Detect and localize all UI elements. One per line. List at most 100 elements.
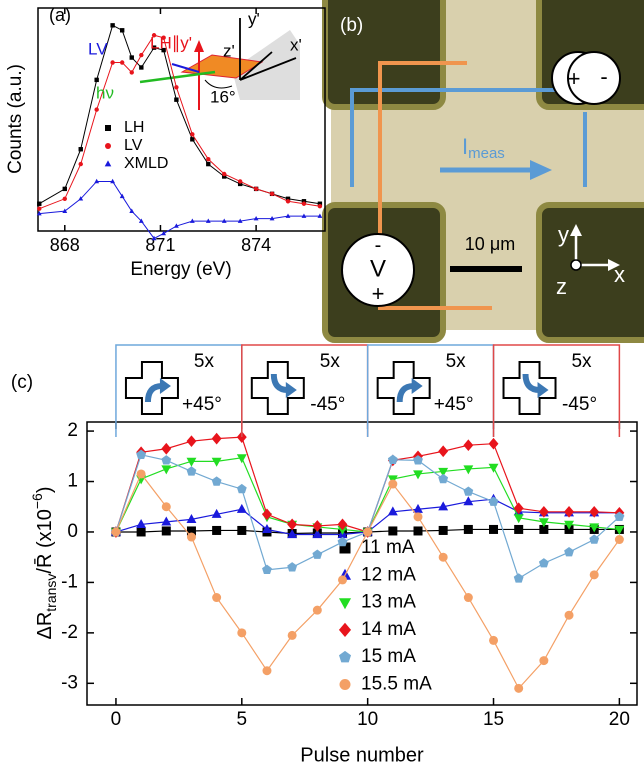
marker [222,174,227,179]
marker [337,536,348,547]
arrow-head [194,40,204,52]
x-tick-label: 868 [50,235,80,255]
frame-axes [239,18,297,81]
legend-label: LV [124,137,143,154]
marker [413,512,423,522]
marker [438,525,448,535]
marker [237,628,247,638]
marker [190,132,195,137]
marker [538,518,549,528]
marker [413,470,423,480]
marker [205,218,211,223]
y-tick-label: 0 [67,521,78,542]
marker [94,178,100,184]
legend-marker [105,125,111,131]
marker [317,213,323,218]
marker [413,526,423,536]
marker [438,467,449,477]
marker [94,107,99,112]
marker [262,508,272,521]
marker [110,178,116,184]
axis-z: z [556,274,567,299]
inset-label: y' [248,9,260,28]
marker [237,179,243,184]
sample-slab [232,30,300,100]
marker [488,437,499,450]
marker [413,455,423,465]
marker [614,525,625,535]
x-tick-label: 874 [241,235,271,255]
marker [589,505,600,518]
y-axis-label-part: ) [34,486,56,493]
marker [119,60,125,65]
wire [350,88,562,187]
marker [161,502,171,512]
marker [37,206,42,211]
marker [237,525,247,535]
marker [269,191,275,197]
marker [312,549,323,559]
angle-arc [204,79,233,89]
marker [212,525,222,535]
axis-heads [570,224,620,271]
marker [287,529,298,539]
marker [262,564,272,574]
source [567,51,621,105]
marker [151,33,157,38]
marker [413,503,423,513]
legend-label: 12 mA [361,564,416,585]
pulse-angle: +45° [182,394,222,415]
marker [129,70,134,75]
legend-marker [338,598,352,610]
marker [253,215,259,221]
current-sub: meas [468,145,505,162]
marker [129,208,135,213]
current: I [462,134,468,159]
z-axis [570,259,582,271]
marker [438,552,448,562]
y-axis-label: Counts (a.u.) [5,64,26,174]
marker [190,137,195,142]
marker [211,476,222,486]
voltmeter [341,233,415,307]
marker [221,218,227,223]
marker [337,575,347,585]
marker [36,211,42,216]
scale-label: 10 μm [465,234,515,254]
pulse-angle: +45° [434,394,474,415]
marker [161,47,166,53]
micrograph: (b) + - Imeas 10 μm - V + y x z [322,0,644,343]
marker [206,161,211,167]
legend-label: 14 mA [361,619,416,640]
y-tick-label: -2 [61,622,78,643]
marker [62,196,67,201]
inset-label: LH∥y' [150,33,192,52]
x-tick-label: 10 [357,709,378,730]
scale-bar [450,266,522,272]
marker [488,496,499,506]
marker [174,85,179,90]
marker [269,215,275,221]
x-tick-label: 20 [609,709,630,730]
marker [388,479,398,489]
marker [136,469,146,479]
y-axis-label-part: ΔR [34,612,56,640]
marker [236,454,247,464]
pulse-count: 5x [194,351,215,372]
y-tick-label: 2 [67,420,78,441]
marker [564,610,574,620]
marker [253,186,259,192]
marker [564,546,574,557]
y-axis-label-part: transv [43,574,59,612]
inset-label: x' [290,35,302,54]
y-axis-label: ΔRtransv/R̄ (x10−6) [29,486,59,639]
panel-label: (a) [49,5,71,25]
legend-marker [339,542,351,554]
marker [287,518,298,531]
marker [186,466,197,476]
marker [78,147,83,152]
marker [186,435,197,448]
marker [161,455,172,465]
marker [136,527,146,537]
